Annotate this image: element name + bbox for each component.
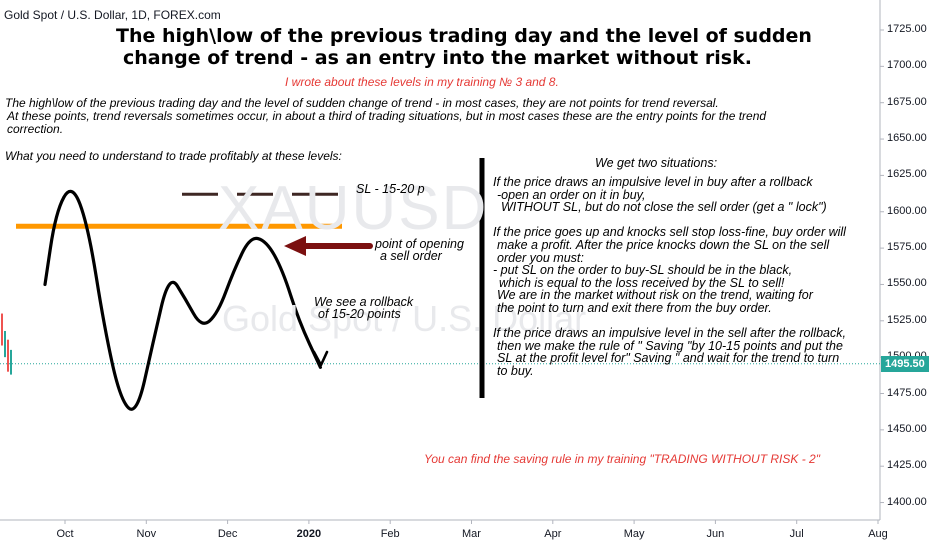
scenario-arrowhead	[312, 350, 329, 367]
sl-label: SL - 15-20 p	[356, 182, 425, 196]
y-tick-label: 1650.00	[887, 132, 927, 145]
situation-line: If the price draws an impulsive level in…	[493, 326, 846, 341]
y-tick-marks	[880, 29, 884, 504]
y-tick-label: 1525.00	[887, 313, 927, 326]
situation-line: the point to turn and exit there from th…	[497, 300, 772, 315]
y-tick-label: 1725.00	[887, 23, 927, 35]
y-tick-label: 1625.00	[887, 168, 927, 181]
x-tick-marks	[64, 520, 879, 524]
training-reference: I wrote about these levels in my trainin…	[285, 75, 559, 89]
watermark-ticker: XAUUSD	[218, 174, 489, 243]
situation-line: If the price draws an impulsive level in…	[493, 175, 813, 189]
title-line-1: The high\low of the previous trading day…	[116, 25, 812, 47]
y-tick-label: 1450.00	[887, 422, 927, 435]
symbol-header[interactable]: Gold Spot / U.S. Dollar, 1D, FOREX.com	[4, 8, 221, 22]
situations-text: If the price draws an impulsive level in…	[493, 176, 846, 378]
situation-line: If the price goes up and knocks sell sto…	[493, 225, 846, 240]
situation-line: We are in the market without risk on the…	[497, 288, 813, 303]
title-line-2: change of trend - as an entry into the m…	[123, 47, 752, 69]
x-tick-label: May	[623, 528, 645, 540]
intro-line-3: correction.	[7, 122, 64, 136]
situation-line: which is equal to the loss received by t…	[499, 275, 785, 290]
x-tick-label: Feb	[380, 528, 400, 540]
situation-line: - put SL on the order to buy-SL should b…	[493, 263, 793, 278]
intro-line-1: The high\low of the previous trading day…	[5, 96, 719, 110]
situations-title: We get two situations:	[595, 156, 718, 170]
situation-line: to buy.	[497, 363, 534, 378]
y-tick-label: 1700.00	[887, 59, 927, 72]
x-tick-label: 2020	[296, 528, 322, 540]
sell-point-line-1: point of opening	[375, 237, 464, 251]
intro-line-2: At these points, trend reversals sometim…	[7, 109, 767, 123]
situation-line: make a profit. After the price knocks do…	[497, 237, 830, 252]
situation-line: -open an order on it in buy,	[497, 187, 646, 202]
x-tick-label: Aug	[868, 528, 888, 540]
rollback-line-2: of 15-20 points	[318, 307, 401, 321]
x-tick-label: Jun	[706, 528, 725, 540]
sell-point-arrow	[284, 236, 373, 256]
candles	[1, 313, 12, 375]
watermark-name: Gold Spot / U.S. Dollar	[222, 298, 587, 339]
last-price-badge: 1495.50	[881, 355, 929, 372]
sell-point-line-2: a sell order	[380, 249, 442, 263]
x-tick-label: Oct	[56, 528, 74, 540]
scenario-path	[43, 189, 322, 411]
situation-line: order you must:	[497, 250, 584, 265]
rollback-line-1: We see a rollback	[314, 295, 414, 309]
understand-line: What you need to understand to trade pro…	[5, 149, 342, 163]
saving-rule-note: You can find the saving rule in my train…	[424, 452, 820, 466]
y-tick-label: 1575.00	[887, 241, 927, 254]
situation-line: then we make the rule of " Saving "by 10…	[497, 338, 843, 353]
x-tick-label: Mar	[462, 528, 481, 540]
y-tick-label: 1425.00	[887, 459, 927, 472]
x-tick-label: Jul	[789, 528, 804, 540]
y-tick-label: 1550.00	[887, 277, 927, 290]
y-tick-label: 1675.00	[887, 95, 927, 108]
x-tick-label: Nov	[136, 528, 157, 540]
y-tick-label: 1600.00	[887, 204, 927, 217]
situation-line: WITHOUT SL, but do not close the sell or…	[501, 200, 827, 215]
situation-line: SL at the profit level for" Saving " and…	[497, 351, 840, 366]
y-tick-label: 1475.00	[887, 386, 927, 399]
x-tick-label: Dec	[217, 528, 238, 540]
y-tick-label: 1400.00	[887, 495, 927, 508]
x-tick-label: Apr	[544, 528, 562, 540]
